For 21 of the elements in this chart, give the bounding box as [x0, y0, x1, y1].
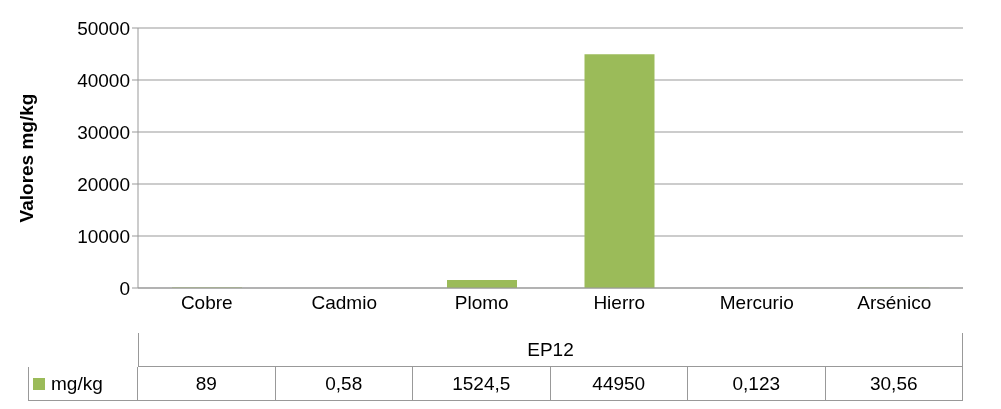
y-axis-title: Valores mg/kg	[15, 93, 37, 223]
data-label: 44950	[550, 367, 688, 401]
data-label: 0,123	[688, 367, 826, 401]
x-tick-label: Arsénico	[857, 292, 932, 314]
y-tick-label: 50000	[77, 17, 130, 39]
y-tick-label: 20000	[77, 173, 130, 195]
x-tick-label: Cobre	[180, 292, 233, 314]
x-tick-label: Mercurio	[719, 292, 794, 314]
y-tick-label: 40000	[77, 69, 130, 91]
data-label: 89	[138, 367, 276, 401]
data-label: 1524,5	[413, 367, 551, 401]
x-tick-label: Plomo	[454, 292, 509, 314]
y-tick-label: 30000	[77, 121, 130, 143]
x-tick-label: Cadmio	[311, 292, 377, 314]
y-tick-label: 0	[119, 277, 130, 299]
legend-label: mg/kg	[51, 372, 103, 395]
x-tick-label: Hierro	[593, 292, 646, 314]
x-axis-title: EP12	[138, 333, 963, 367]
y-tick-label: 10000	[77, 225, 130, 247]
data-label: 0,58	[275, 367, 413, 401]
data-label: 30,56	[825, 367, 963, 401]
